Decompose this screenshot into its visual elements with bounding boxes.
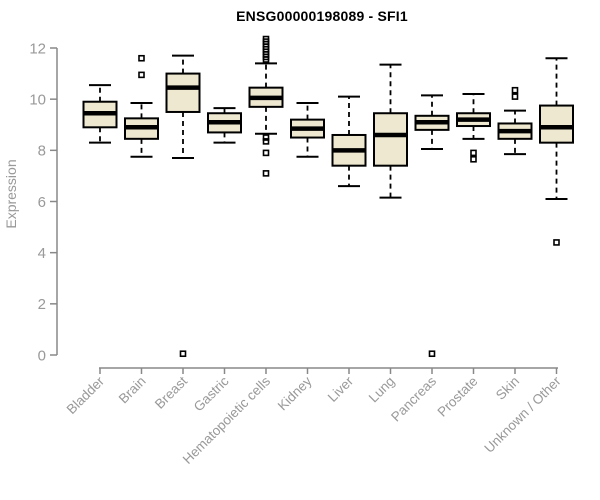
outlier-point	[470, 149, 477, 157]
boxplot-liver	[331, 95, 367, 188]
outlier-point	[511, 93, 519, 100]
boxplot-skin	[497, 86, 533, 156]
outlier-point	[428, 350, 436, 358]
boxplot-bladder	[82, 84, 118, 144]
y-tick-label: 4	[38, 245, 46, 262]
iqr-box	[539, 104, 574, 144]
boxplot-pancreas	[414, 94, 450, 358]
outlier-point	[179, 350, 187, 358]
x-tick-label: Prostate	[434, 374, 480, 420]
outlier-point	[553, 239, 560, 246]
boxplot-lung	[373, 63, 408, 199]
boxplot-prostate	[456, 93, 491, 163]
outlier-point	[262, 138, 270, 145]
y-tick-label: 8	[38, 143, 46, 160]
y-tick-label: 12	[29, 40, 46, 57]
boxplot-hematopoietic-cells	[248, 35, 284, 177]
outlier-point	[511, 86, 519, 94]
x-tick-label: Liver	[325, 373, 357, 405]
x-tick-label: Bladder	[64, 373, 108, 417]
x-tick-label: Pancreas	[388, 373, 439, 424]
y-tick-label: 10	[29, 91, 46, 108]
outlier-point	[262, 56, 270, 63]
outlier-point	[138, 71, 145, 79]
x-tick-label: Lung	[366, 374, 398, 406]
boxplot-gastric	[207, 107, 242, 144]
x-tick-label: Brain	[116, 374, 149, 407]
y-tick-label: 6	[38, 194, 46, 211]
outlier-point	[470, 155, 477, 163]
outlier-point	[262, 170, 270, 177]
boxplot-brain	[124, 54, 159, 158]
outlier-point	[138, 54, 145, 62]
y-tick-label: 0	[38, 347, 46, 364]
outlier-point	[262, 149, 270, 157]
boxplot-kidney	[290, 102, 325, 158]
chart-title: ENSG00000198089 - SFI1	[236, 8, 408, 24]
boxplot-breast	[165, 54, 201, 358]
x-tick-label: Gastric	[191, 373, 232, 414]
iqr-box	[373, 112, 408, 167]
outlier-point	[262, 134, 270, 141]
x-tick-label: Kidney	[275, 373, 315, 413]
x-tick-label: Skin	[493, 374, 522, 403]
x-tick-label: Unknown / Other	[481, 373, 564, 456]
boxplot-unknown-other	[539, 57, 574, 246]
y-tick-label: 2	[38, 296, 46, 313]
iqr-box	[165, 72, 201, 113]
x-tick-label: Breast	[152, 373, 190, 411]
